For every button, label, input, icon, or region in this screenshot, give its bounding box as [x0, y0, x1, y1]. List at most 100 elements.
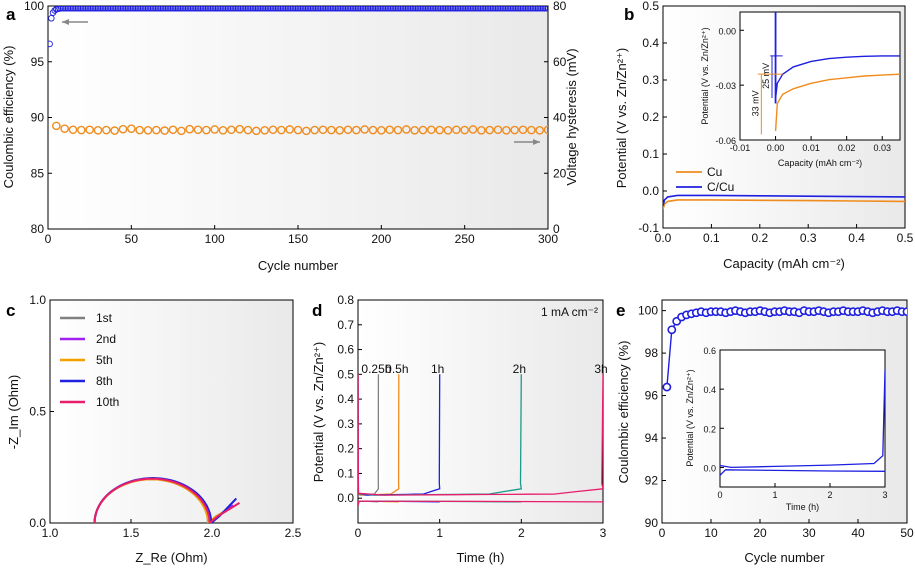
- panel-a-ce-point: [441, 6, 448, 12]
- panel-e-ytick-label: 98: [645, 346, 659, 360]
- panel-a-ce-point: [489, 6, 497, 12]
- panel-a-ce-point: [216, 6, 223, 12]
- panel-a-ce-point: [221, 6, 228, 12]
- panel-a-ce-point: [78, 6, 85, 12]
- panel-a-ce-point: [339, 6, 347, 12]
- panel-e-inset-xlabel: Time (h): [786, 502, 819, 512]
- panel-a-ce-point: [113, 6, 120, 12]
- panel-c-ylabel: -Z_Im (Ohm): [6, 375, 21, 449]
- panel-a-ce-point: [478, 6, 485, 12]
- panel-a-ce-point: [389, 6, 397, 12]
- panel-a-ce-point: [253, 6, 260, 12]
- panel-e-inset-stripping: [720, 369, 885, 469]
- panel-a-ce-point: [289, 6, 297, 12]
- panel-a-ce-point: [306, 6, 313, 12]
- panel-a-ce-point: [388, 6, 395, 12]
- panel-b-ytick-label: -0.1: [638, 221, 659, 235]
- panel-a-ce-point: [259, 6, 267, 12]
- panel-e-ytick-label: 90: [645, 516, 659, 530]
- panel-e-ytick-label: 92: [645, 474, 659, 488]
- panel-a-ce-point: [449, 6, 457, 12]
- panel-e-inset-ytick-label: 0.6: [703, 346, 716, 356]
- panel-a-ce-point: [173, 6, 180, 12]
- panel-a-hysteresis-point: [460, 125, 469, 135]
- panel-a-ce-point: [426, 6, 433, 12]
- panel-b-inset-xtick-label: 0.02: [838, 143, 856, 153]
- panel-a-ce-point: [63, 6, 70, 12]
- panel-a-ce-point: [286, 6, 293, 12]
- panel-a-ce-point: [194, 6, 202, 12]
- panel-a-ce-point: [439, 6, 447, 12]
- panel-a-ce-point: [361, 6, 368, 12]
- panel-a-ce-point: [104, 6, 112, 12]
- panel-a-ce-point: [86, 6, 93, 12]
- panel-a-ce-point: [376, 6, 383, 12]
- panel-a-ce-point: [356, 6, 363, 12]
- panel-a-ce-point: [423, 6, 430, 12]
- panel-a-ce-point: [459, 6, 467, 12]
- panel-a-ce-point: [186, 6, 193, 12]
- panel-e-xtick-label: 0: [659, 526, 666, 540]
- panel-a-hysteresis-point: [527, 125, 536, 135]
- panel-c-xtick-label: 1.5: [123, 526, 140, 540]
- panel-a-hysteresis-point: [193, 125, 203, 135]
- panel-a-hysteresis-point: [327, 125, 336, 135]
- panel-a-ce-point: [346, 6, 353, 12]
- panel-a-ce-point: [351, 6, 358, 12]
- panel-e-inset-xtick-label: 2: [827, 490, 832, 500]
- panel-a-ce-point: [528, 6, 535, 12]
- panel-a-ce-point: [391, 6, 398, 12]
- panel-a-ce-point: [443, 6, 450, 12]
- panel-d-label-3h: 3h: [594, 362, 607, 376]
- panel-a-ce-point: [94, 6, 102, 12]
- panel-e-xtick-label: 20: [753, 526, 767, 540]
- panel-c-legend-label: 10th: [96, 395, 119, 409]
- panel-a-ce-point: [494, 6, 502, 12]
- panel-a-ce-point: [493, 6, 500, 12]
- panel-a-hysteresis-point: [127, 124, 136, 133]
- panel-a-hysteresis-point: [477, 126, 486, 135]
- panel-a-ce-point: [103, 6, 110, 12]
- panel-d-label-2h: 2h: [513, 362, 526, 376]
- panel-d-xtick-label: 3: [600, 526, 607, 540]
- panel-a-ce-point: [488, 6, 495, 12]
- panel-d-xtick-label: 0: [355, 526, 362, 540]
- panel-a-hysteresis-point: [60, 124, 69, 133]
- panel-a-xtick-label: 100: [205, 232, 225, 246]
- panel-a-ce-point: [66, 6, 73, 12]
- panel-a-ce-point: [324, 6, 332, 12]
- panel-a-hysteresis-point: [385, 125, 394, 135]
- panel-a-ce-point: [358, 6, 365, 12]
- panel-a-ce-point: [539, 6, 547, 12]
- panel-a-hysteresis-point: [168, 125, 178, 135]
- panel-a-ce-point: [193, 6, 200, 12]
- panel-d-ytick-label: 0.6: [337, 343, 354, 357]
- panel-e-ytick-label: 100: [638, 304, 658, 318]
- panel-b-xlabel: Capacity (mAh cm⁻²): [723, 256, 845, 271]
- panel-a-xtick-label: 50: [125, 232, 139, 246]
- panel-b-inset-line-c-cu: [774, 55, 900, 98]
- panel-a-ce-point: [181, 6, 188, 12]
- panel-c-ytick-label: 0.0: [29, 516, 46, 530]
- panel-a-ce-point: [88, 6, 95, 12]
- panel-a-left-ytick-label: 95: [31, 55, 45, 69]
- panel-a-hysteresis-point: [502, 126, 511, 135]
- panel-a-ce-point: [501, 6, 508, 12]
- panel-b-xtick-label: 0.1: [703, 231, 720, 245]
- panel-a-ce-point: [209, 6, 217, 12]
- panel-a-hysteresis-point: [260, 126, 269, 135]
- panel-a-ce-point: [124, 6, 132, 12]
- panel-a-hysteresis-point: [202, 125, 211, 135]
- panel-a-hysteresis-point: [427, 125, 436, 135]
- panel-a-ce-point: [264, 6, 272, 12]
- panel-a-hysteresis-point: [277, 125, 286, 135]
- panel-a-ce-point: [349, 6, 357, 12]
- panel-d-ytick-label: 0.0: [337, 491, 354, 505]
- panel-c-plot-bg: [50, 300, 293, 523]
- panel-a-ce-point: [343, 6, 350, 12]
- panel-a-ce-point: [374, 6, 382, 12]
- panel-c-xlabel: Z_Re (Ohm): [135, 550, 207, 565]
- panel-a-right-ytick-label: 40: [553, 111, 567, 125]
- panel-a-ce-point: [251, 6, 258, 12]
